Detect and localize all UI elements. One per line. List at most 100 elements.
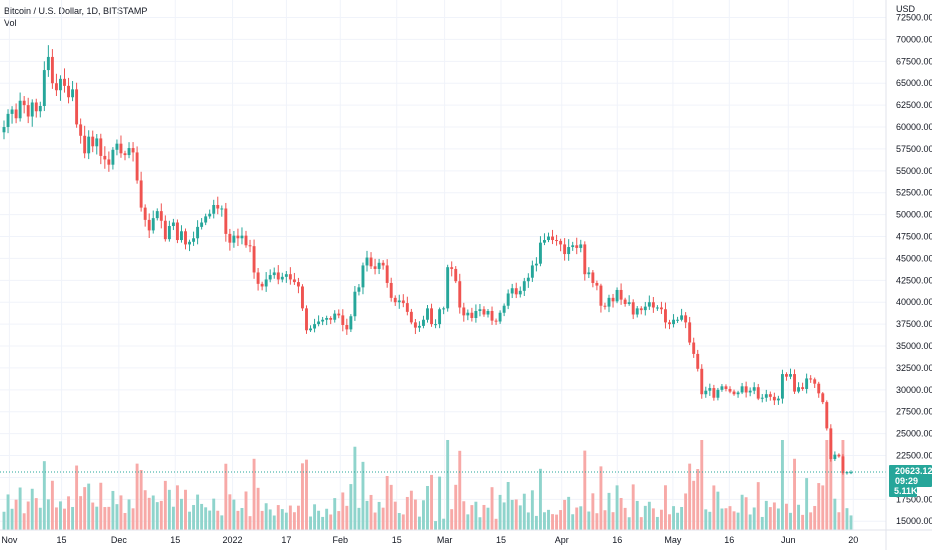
candle-body — [232, 235, 236, 243]
volume-bar — [555, 514, 559, 530]
volume-bar — [627, 517, 631, 530]
volume-bar — [442, 518, 446, 530]
volume-bar — [821, 485, 825, 530]
candle-body — [603, 305, 607, 307]
volume-bar — [321, 516, 325, 530]
volume-bar — [825, 440, 829, 530]
candle-body — [474, 310, 478, 318]
volume-bar — [119, 495, 123, 530]
candle-body — [518, 290, 522, 295]
candle-body — [623, 299, 627, 304]
y-tick-label: 55000.00 — [896, 166, 932, 176]
candle-body — [805, 378, 809, 389]
candle-body — [631, 302, 635, 315]
candle-body — [438, 309, 442, 325]
x-tick-label: 15 — [57, 535, 67, 545]
volume-bar — [345, 505, 349, 530]
candle-body — [10, 109, 14, 114]
volume-bar — [776, 508, 780, 530]
volume-bar — [422, 500, 425, 530]
volume-bar — [401, 514, 405, 530]
volume-bar — [801, 514, 805, 530]
candle-body — [329, 318, 333, 320]
volume-bar — [6, 494, 10, 530]
volume-bar — [563, 499, 567, 530]
candle-body — [325, 318, 329, 320]
volume-bar — [22, 513, 26, 530]
candle-body — [357, 287, 361, 292]
volume-bar — [829, 440, 833, 530]
x-tick-label: May — [664, 535, 682, 545]
x-tick-label: 20 — [848, 535, 858, 545]
time-axis[interactable]: Nov 15 Dec 15 2022 17 Feb 15 Mar 15 Apr 16 May 16 Jun 2… — [1, 535, 858, 545]
candle-body — [639, 308, 643, 311]
y-tick-label: 35000.00 — [896, 341, 932, 351]
volume-bar — [228, 494, 232, 530]
volume-bar — [530, 490, 534, 530]
volume-bar — [204, 507, 208, 530]
candle-body — [296, 282, 300, 287]
volume-bar — [462, 501, 466, 530]
candle-body — [26, 105, 30, 117]
volume-bar — [305, 459, 308, 530]
candle-body — [38, 106, 42, 112]
candle-body — [107, 159, 111, 165]
candle-body — [708, 388, 712, 391]
volume-bar — [143, 490, 147, 530]
candle-body — [397, 300, 401, 303]
last-price-tag-bg — [889, 464, 932, 487]
y-tick-label: 22500.00 — [896, 451, 932, 461]
candle-body — [317, 321, 321, 325]
volume-bar — [647, 501, 651, 530]
candle-body — [466, 312, 470, 316]
candle-body — [740, 386, 744, 393]
candle-body — [732, 391, 736, 395]
candle-body — [700, 368, 704, 395]
y-tick-label: 30000.00 — [896, 385, 932, 395]
volume-bar — [543, 512, 546, 530]
candle-body — [478, 309, 482, 311]
volume-bar — [353, 446, 357, 530]
candle-body — [571, 245, 575, 248]
volume-bar — [708, 511, 712, 530]
volume-bar — [54, 507, 58, 530]
volume-bar — [196, 494, 200, 530]
candle-body — [789, 374, 792, 377]
candle-body — [413, 322, 417, 328]
candle-body — [377, 262, 381, 269]
price-axis[interactable]: 72500.00 70000.00 67500.00 65000.00 62500.00… — [896, 13, 932, 527]
volume-bar — [325, 508, 329, 530]
volume-bar — [2, 511, 6, 530]
candle-body — [192, 238, 196, 242]
volume-bar — [46, 499, 50, 530]
candle-body — [793, 374, 796, 392]
volume-bar — [664, 485, 667, 530]
volume-bar — [849, 515, 853, 530]
volume-bar — [208, 510, 212, 530]
volume-bar — [236, 510, 240, 530]
volume-bar — [450, 509, 454, 530]
y-tick-label: 72500.00 — [896, 13, 932, 23]
volume-bar — [426, 485, 429, 530]
bar-countdown: 09:29 — [895, 476, 918, 486]
volume-bar — [599, 466, 603, 530]
volume-bar — [833, 498, 837, 530]
candle-body — [728, 388, 732, 392]
candle-body — [393, 297, 397, 303]
volume-bar — [631, 484, 635, 530]
candle-body — [175, 222, 179, 241]
volume-bar — [337, 511, 341, 530]
x-tick-label: Mar — [437, 535, 453, 545]
candle-body — [712, 388, 716, 398]
volume-bar — [655, 516, 659, 530]
candle-body — [365, 257, 369, 266]
candle-body — [599, 285, 603, 306]
volume-bar — [288, 505, 292, 530]
x-tick-label: 2022 — [223, 535, 243, 545]
volume-bar — [676, 512, 680, 530]
volume-bar — [373, 512, 377, 530]
volume-bar — [38, 507, 42, 530]
candle-body — [627, 302, 631, 304]
candle-body — [22, 100, 26, 106]
